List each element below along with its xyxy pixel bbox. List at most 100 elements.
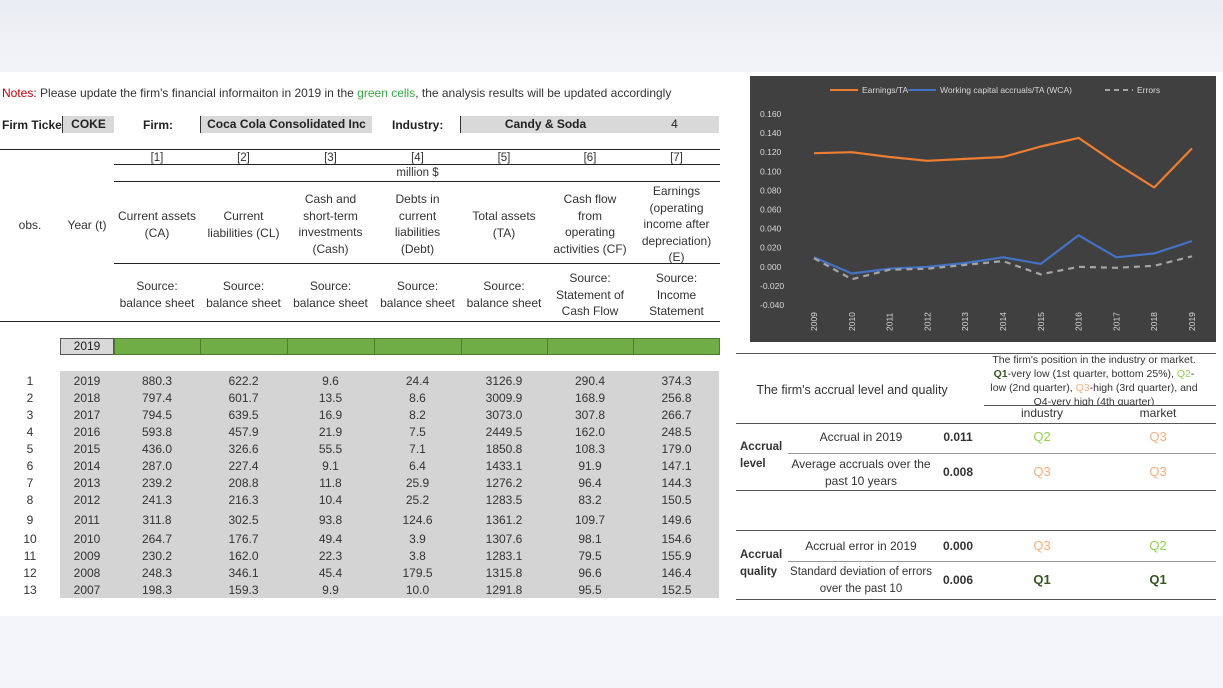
table-cell: 96.6 (578, 566, 602, 580)
header-line: (Cash) (312, 241, 349, 256)
table-cell: 374.3 (661, 374, 692, 388)
col-number-3: [3] (324, 152, 337, 164)
note-line: Q4-very high (4th quarter) (1033, 396, 1155, 405)
table-cell: 1361.2 (485, 513, 523, 527)
col-number-5: [5] (497, 152, 511, 164)
table-cell: 1283.1 (485, 549, 523, 563)
note-line: The firm's position in the industry or m… (992, 354, 1196, 366)
table-cell: 159.3 (228, 583, 259, 597)
table-cell: 239.2 (141, 476, 173, 490)
table-cell: 109.7 (574, 513, 606, 527)
firm-name-cell[interactable]: Coca Cola Consolidated Inc (200, 116, 372, 133)
header-line: Debts in (395, 192, 440, 206)
table-cell: 16.9 (318, 408, 343, 422)
source-4: Source: balance sheet (374, 278, 461, 311)
series-line-1 (813, 234, 1193, 275)
x-tick-label: 2014 (998, 312, 1008, 331)
col-number-4: [4] (411, 152, 424, 164)
table-cell: 1433.1 (485, 459, 523, 473)
unit-label: million $ (396, 167, 439, 179)
table-cell: 7.1 (409, 442, 426, 456)
input-cell-current-assets[interactable] (114, 338, 201, 355)
row-year: 2012 (73, 493, 101, 507)
x-tick-label: 2010 (847, 312, 857, 331)
header-earnings: Earnings (operating income after depreci… (633, 183, 720, 266)
table-cell: 45.4 (318, 566, 343, 580)
table-cell: 162.0 (574, 425, 606, 439)
table-cell: 216.3 (228, 493, 259, 507)
std-errors-industry: Q1 (1033, 572, 1051, 587)
industry-code-cell: 4 (630, 116, 719, 133)
table-cell: 287.0 (141, 459, 173, 473)
input-cell-earnings[interactable] (633, 338, 720, 355)
table-cell: 3.9 (409, 532, 426, 546)
table-cell: 155.9 (661, 549, 692, 563)
table-cell: 346.1 (228, 566, 259, 580)
accruals-line-chart: 0.160 0.140 0.120 0.100 0.080 0.060 0.040 0.020… (750, 76, 1216, 342)
header-debt: Debts in current liabilities (Debt) (374, 191, 461, 257)
table-cell: 1315.8 (485, 566, 523, 580)
table-cell: 49.4 (318, 532, 343, 546)
industry-cell[interactable]: Candy & Soda (460, 116, 630, 133)
col-number-2: [2] (237, 152, 250, 164)
std-errors-label: Standard deviation of errors over the pa… (790, 566, 932, 595)
x-tick-label: 2012 (922, 312, 932, 331)
input-cell-total-assets[interactable] (461, 338, 548, 355)
input-cell-debt[interactable] (374, 338, 462, 355)
obs-number: 2 (26, 391, 34, 405)
header-rule-top (0, 149, 720, 150)
header-line: Total assets (472, 209, 536, 223)
notes-text-2: , the analysis results will be updated a… (415, 86, 672, 100)
input-cell-cash[interactable] (287, 338, 375, 355)
table-cell: 457.9 (228, 425, 259, 439)
accrual-quality-label: Accrual quality (740, 549, 783, 578)
notes-text-1: : Please update the firm's financial inf… (33, 86, 358, 100)
note-q3: Q3 (1075, 382, 1090, 394)
header-line: Current (223, 209, 264, 223)
row-year: 2007 (73, 583, 101, 597)
header-line: (operating (649, 200, 704, 215)
row-year: 2013 (73, 476, 101, 490)
table-cell: 1291.8 (485, 583, 523, 597)
table-cell: 307.8 (574, 408, 606, 422)
note-text: - (1190, 368, 1195, 380)
input-cell-current-liabilities[interactable] (200, 338, 288, 355)
table-cell: 9.9 (322, 583, 339, 597)
input-year-cell: 2019 (60, 338, 114, 355)
header-rule-unit (114, 181, 720, 182)
input-cell-cash-flow[interactable] (547, 338, 634, 355)
row-year: 2017 (73, 408, 101, 422)
obs-number: 6 (26, 459, 34, 473)
obs-number: 11 (23, 549, 37, 563)
source-line: balance sheet (293, 295, 368, 310)
table-cell: 124.6 (402, 513, 433, 527)
table-cell: 1276.2 (485, 476, 523, 490)
table-cell: 9.6 (322, 374, 339, 388)
table-cell: 794.5 (141, 408, 173, 422)
header-line: Current assets (117, 209, 197, 223)
table-cell: 179.5 (402, 566, 433, 580)
table-cell: 11.8 (319, 476, 342, 490)
ticker-cell[interactable]: COKE (62, 116, 114, 133)
source-line: Statement (649, 304, 704, 318)
header-current-assets: Current assets (CA) (114, 208, 200, 241)
header-cash: Cash and short-term investments (Cash) (287, 191, 374, 257)
analysis-rule-quality-start (736, 530, 1216, 531)
table-cell: 83.2 (578, 493, 602, 507)
table-cell: 162.0 (228, 549, 259, 563)
table-cell: 25.9 (405, 476, 430, 490)
table-cell: 326.6 (228, 442, 259, 456)
table-cell: 152.5 (661, 583, 692, 597)
source-line: balance sheet (466, 295, 542, 310)
header-line: investments (298, 225, 363, 239)
header-line: operating (564, 225, 616, 239)
table-cell: 302.5 (228, 513, 259, 527)
series-line-0 (813, 136, 1193, 189)
table-cell: 147.1 (661, 459, 692, 473)
table-cell: 179.0 (661, 442, 692, 456)
source-line: Cash Flow (561, 304, 619, 318)
accrual-error-label: Accrual error in 2019 (805, 539, 917, 553)
obs-number: 13 (23, 583, 37, 597)
row-year: 2014 (73, 459, 101, 473)
y-tick-label: -0.020 (760, 281, 784, 291)
